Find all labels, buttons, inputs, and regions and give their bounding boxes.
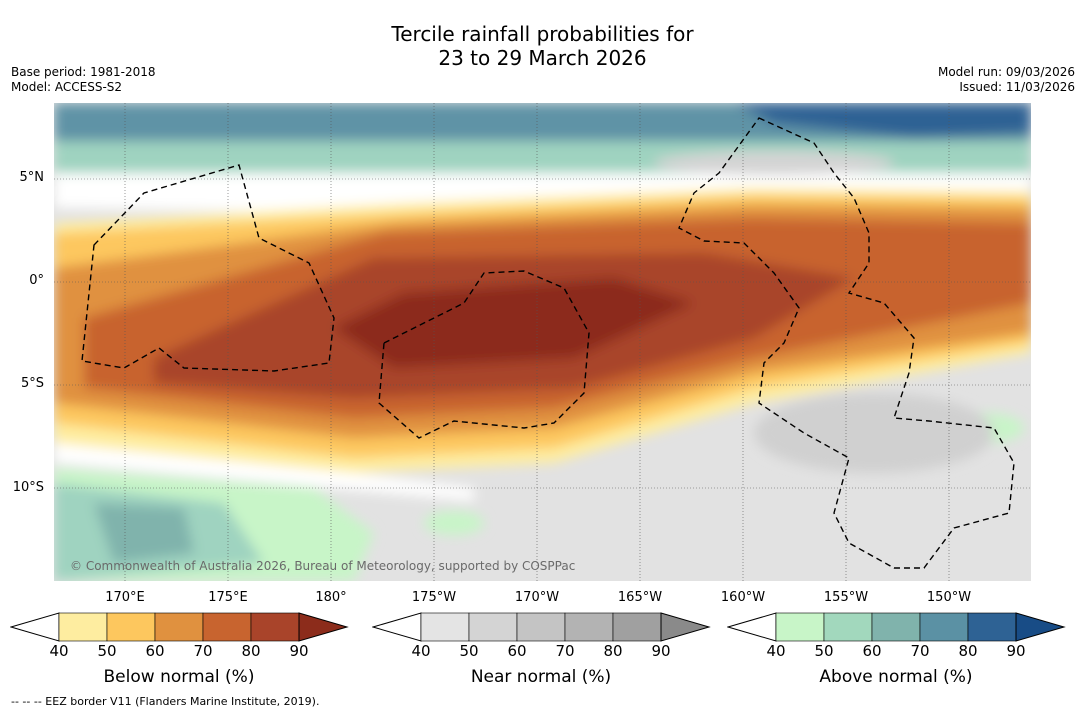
above-tick-50: 50: [814, 642, 834, 660]
lon-label-170w: 170°W: [514, 590, 560, 605]
colorbar-swatch-50: [823, 612, 873, 642]
issued-date: Issued: 11/03/2026: [959, 80, 1075, 94]
map-title: Tercile rainfall probabilities for 23 to…: [0, 22, 1085, 70]
colorbar-extend-high: [1015, 612, 1066, 642]
colorbar-extend-low: [9, 612, 60, 642]
below-normal-label: Below normal (%): [103, 667, 255, 687]
above-tick-90: 90: [1006, 642, 1026, 660]
colorbar-extend-low: [371, 612, 422, 642]
above-tick-40: 40: [766, 642, 786, 660]
title-line-1: Tercile rainfall probabilities for: [391, 22, 694, 46]
colorbar-swatch-70: [202, 612, 252, 642]
colorbar-below-swatches: [9, 612, 349, 642]
lon-label-160w: 160°W: [720, 590, 766, 605]
eez-border-east: [678, 117, 1015, 569]
colorbar-swatch-60: [154, 612, 204, 642]
copyright-credit: © Commonwealth of Australia 2026, Bureau…: [70, 559, 576, 573]
model-name: Model: ACCESS-S2: [11, 80, 123, 94]
below-tick-70: 70: [193, 642, 213, 660]
eez-footer-note: -- -- -- EEZ border V11 (Flanders Marine…: [11, 695, 320, 708]
colorbar-swatch-60: [516, 612, 566, 642]
white-band-north: [54, 173, 1031, 213]
near-normal-50-patch: [754, 393, 994, 473]
colorbar-swatch-80: [967, 612, 1017, 642]
colorbar-swatch-60: [871, 612, 921, 642]
lon-label-170e: 170°E: [105, 590, 145, 605]
colorbar-extend-high: [660, 612, 711, 642]
lat-label-10s: 10°S: [12, 480, 44, 495]
base-period: Base period: 1981-2018: [11, 65, 156, 79]
above-tick-80: 80: [958, 642, 978, 660]
meta-right: Model run: 09/03/2026 Issued: 11/03/2026: [938, 65, 1075, 95]
title-line-2: 23 to 29 March 2026: [438, 46, 647, 70]
below-tick-60: 60: [145, 642, 165, 660]
lat-label-5n: 5°N: [19, 170, 45, 185]
lon-label-175e: 175°E: [208, 590, 248, 605]
below-tick-80: 80: [241, 642, 261, 660]
colorbar-swatch-70: [564, 612, 614, 642]
lon-label-165w: 165°W: [617, 590, 663, 605]
near-tick-80: 80: [603, 642, 623, 660]
colorbar-swatch-70: [919, 612, 969, 642]
lat-label-5s: 5°S: [20, 376, 44, 391]
near-normal-label: Near normal (%): [470, 667, 612, 687]
colorbar-swatch-40: [58, 612, 108, 642]
eez-border-central: [378, 270, 590, 439]
lon-label-150w: 150°W: [926, 590, 972, 605]
colorbar-swatch-40: [775, 612, 825, 642]
white-band-south: [54, 443, 474, 501]
eez-border-west: [81, 164, 335, 372]
above-normal-north-deep: [734, 103, 1031, 138]
colorbar-swatch-80: [612, 612, 662, 642]
above-tick-60: 60: [862, 642, 882, 660]
colorbar-swatch-50: [106, 612, 156, 642]
lon-label-180: 180°: [315, 590, 347, 605]
rainfall-map: [54, 103, 1031, 581]
colorbar-swatch-80: [250, 612, 300, 642]
below-tick-90: 90: [289, 642, 309, 660]
near-normal-50-patch-2: [654, 151, 894, 175]
near-tick-90: 90: [651, 642, 671, 660]
colorbar-above-swatches: [726, 612, 1066, 642]
above-normal-label: Above normal (%): [819, 667, 973, 687]
above-tick-70: 70: [910, 642, 930, 660]
above-normal-southwest-deep: [94, 503, 194, 563]
colorbar-swatch-50: [468, 612, 518, 642]
colorbar-above-normal: 40 50 60 70 80 90 Above normal (%): [726, 612, 1067, 687]
lat-label-0: 0°: [29, 273, 44, 288]
eez-borders: [81, 117, 1015, 569]
below-tick-40: 40: [49, 642, 69, 660]
colorbar-near-normal: 40 50 60 70 80 90 Near normal (%): [371, 612, 712, 687]
colorbar-swatch-40: [420, 612, 470, 642]
below-normal-90: [334, 278, 694, 368]
gridlines: [54, 103, 1031, 581]
model-run: Model run: 09/03/2026: [937, 65, 1075, 79]
above-normal-south-patch: [424, 511, 484, 535]
near-tick-40: 40: [411, 642, 431, 660]
near-tick-60: 60: [507, 642, 527, 660]
lon-label-175w: 175°W: [411, 590, 457, 605]
colorbar-near-swatches: [371, 612, 711, 642]
lon-label-155w: 155°W: [823, 590, 869, 605]
below-tick-50: 50: [97, 642, 117, 660]
colorbar-below-normal: 40 50 60 70 80 90 Below normal (%): [9, 612, 350, 687]
near-tick-70: 70: [555, 642, 575, 660]
colorbar-extend-low: [726, 612, 777, 642]
meta-left: Base period: 1981-2018 Model: ACCESS-S2: [11, 65, 156, 95]
colorbar-extend-high: [298, 612, 349, 642]
near-tick-50: 50: [459, 642, 479, 660]
